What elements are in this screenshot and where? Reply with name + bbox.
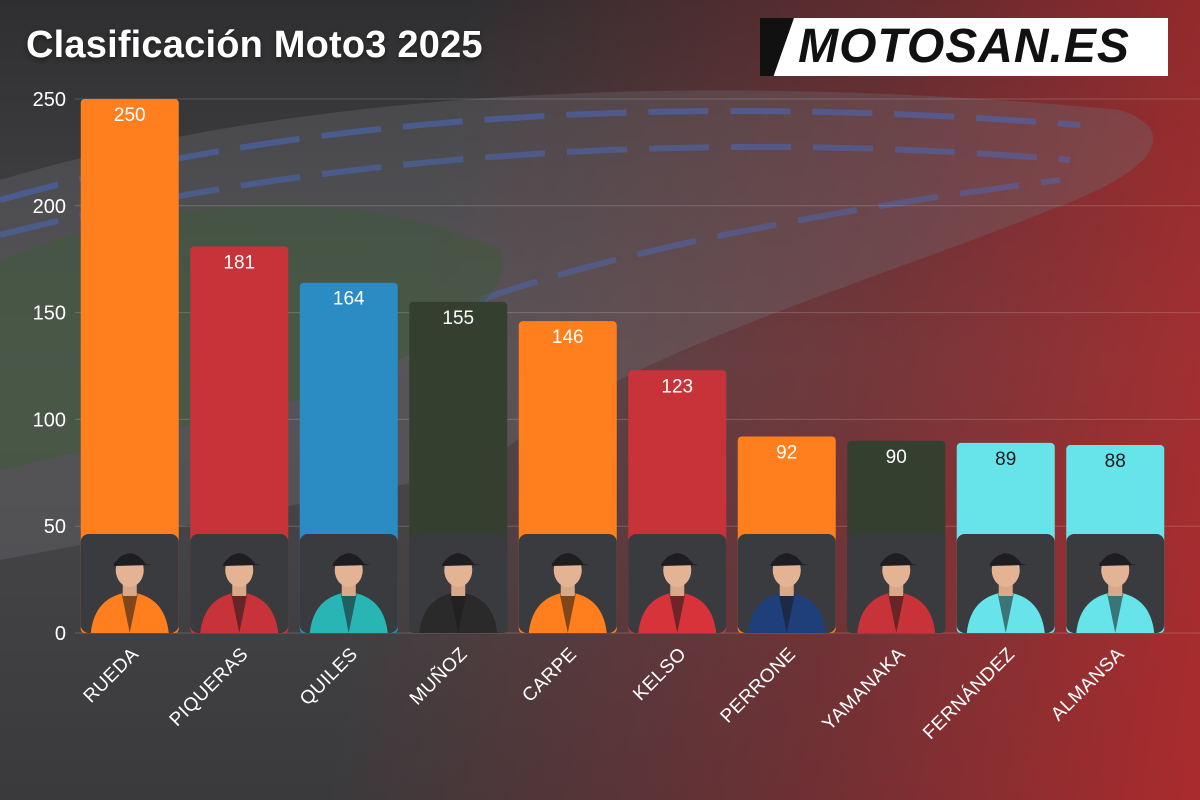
x-tick-label: CARPE xyxy=(518,644,581,707)
rider-portrait-icon xyxy=(847,534,946,633)
bar-group: 92 xyxy=(737,436,836,633)
rider-suit-zip xyxy=(121,594,138,633)
rider-cap xyxy=(551,553,590,566)
bar-group: 181 xyxy=(190,246,289,633)
rider-suit-zip xyxy=(231,594,248,633)
data-label: 181 xyxy=(223,252,255,273)
bar-group: 90 xyxy=(847,440,946,633)
bar-group: 250 xyxy=(80,99,179,633)
y-tick-label: 150 xyxy=(33,303,66,325)
bar-group: 164 xyxy=(299,282,398,633)
rider-suit-zip xyxy=(669,594,686,633)
y-tick-label: 0 xyxy=(55,623,66,645)
rider-portrait-icon xyxy=(299,534,398,633)
rider-suit-zip xyxy=(778,594,795,633)
x-tick-label: KELSO xyxy=(629,644,690,705)
rider-suit-zip xyxy=(888,594,905,633)
data-label: 146 xyxy=(552,327,584,348)
y-tick-label: 200 xyxy=(33,196,66,218)
y-tick-label: 50 xyxy=(44,516,66,538)
rider-suit-zip xyxy=(340,594,357,633)
y-tick-label: 250 xyxy=(33,89,66,111)
x-tick-label: MUÑOZ xyxy=(405,643,472,710)
data-label: 90 xyxy=(886,447,907,468)
x-tick-label: QUILES xyxy=(296,644,362,710)
rider-cap xyxy=(661,553,700,566)
rider-cap xyxy=(442,553,481,566)
bar[interactable] xyxy=(80,99,179,633)
data-label: 123 xyxy=(661,376,693,397)
rider-cap xyxy=(1099,553,1138,566)
data-label: 88 xyxy=(1105,451,1126,472)
logo-text: MOTOSAN.ES xyxy=(798,20,1130,73)
data-label: 155 xyxy=(442,308,474,329)
bar-group: 89 xyxy=(956,442,1055,633)
rider-portrait-icon xyxy=(409,534,508,633)
bars: 250 181 164 155 146 123 92 90 89 88 xyxy=(80,99,1165,633)
rider-cap xyxy=(223,553,262,566)
rider-cap xyxy=(332,553,371,566)
motosan-logo[interactable]: MOTOSAN.ES xyxy=(760,18,1168,76)
x-tick-label: PIQUERAS xyxy=(166,644,253,731)
x-tick-label: FERNÁNDEZ xyxy=(919,644,1019,744)
chart-title: Clasificación Moto3 2025 xyxy=(26,24,483,66)
data-label: 164 xyxy=(333,289,365,310)
x-tick-label: YAMANAKA xyxy=(818,644,909,735)
rider-portrait-icon xyxy=(628,534,727,633)
rider-cap xyxy=(113,553,152,566)
rider-suit-zip xyxy=(1107,594,1124,633)
rider-cap xyxy=(989,553,1028,566)
bar-group: 123 xyxy=(628,370,727,633)
y-axis: 0 50 100 150 200 250 xyxy=(33,89,66,645)
data-label: 92 xyxy=(776,442,797,463)
rider-portrait-icon xyxy=(737,534,836,633)
data-label: 250 xyxy=(114,105,146,126)
x-tick-label: PERRONE xyxy=(717,644,801,728)
rider-cap xyxy=(880,553,919,566)
rider-portrait-icon xyxy=(518,534,617,633)
x-tick-label: ALMANSA xyxy=(1047,644,1129,726)
x-axis: RUEDA PIQUERAS QUILES MUÑOZ CARPE KELSO PERRON… xyxy=(80,643,1129,744)
rider-suit-zip xyxy=(450,594,467,633)
bar-group: 155 xyxy=(409,301,508,633)
rider-portrait-icon xyxy=(956,534,1055,633)
bar-group: 146 xyxy=(518,321,617,633)
rider-portrait-icon xyxy=(80,534,179,633)
rider-portrait-icon xyxy=(1066,534,1165,633)
data-label: 89 xyxy=(995,449,1016,470)
rider-portrait-icon xyxy=(190,534,289,633)
bar-group: 88 xyxy=(1066,445,1165,633)
rider-suit-zip xyxy=(997,594,1014,633)
rider-suit-zip xyxy=(559,594,576,633)
y-tick-label: 100 xyxy=(33,409,66,431)
rider-cap xyxy=(770,553,809,566)
x-tick-label: RUEDA xyxy=(80,644,144,708)
